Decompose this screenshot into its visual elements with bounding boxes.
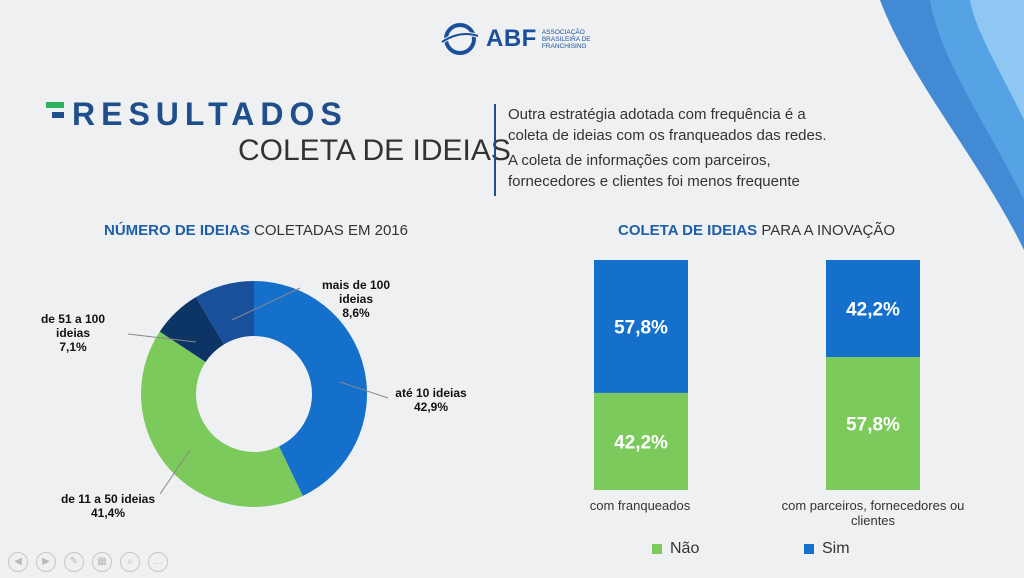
bar-value-label-0-1: 57,8% xyxy=(614,317,668,338)
slice-label-51-100: de 51 a 100 ideias 7,1% xyxy=(40,312,106,354)
bar-value-label-0-0: 42,2% xyxy=(614,432,668,453)
logo-subtitle: ASSOCIAÇÃO BRASILEIRA DE FRANCHISING xyxy=(541,28,591,50)
donut-slice-1 xyxy=(140,331,303,508)
heading-mark-icon xyxy=(46,102,64,118)
intro-paragraph-2: A coleta de informações com parceiros, f… xyxy=(508,152,800,190)
donut-slice-0 xyxy=(254,281,368,496)
donut-slice-2 xyxy=(159,297,225,363)
legend-swatch-nao xyxy=(652,544,662,554)
abf-logo: ABF ASSOCIAÇÃO BRASILEIRA DE FRANCHISING xyxy=(440,22,597,56)
bar-category-label-1: com franqueados xyxy=(589,498,691,513)
leader-line-1 xyxy=(127,333,197,343)
legend-item-nao: Não xyxy=(652,540,699,558)
legend-swatch-sim xyxy=(804,544,814,554)
intro-text: Outra estratégia adotada com frequência … xyxy=(494,104,838,196)
bar-0-não xyxy=(594,392,688,490)
pen-icon[interactable]: ✎ xyxy=(64,552,84,572)
stacked-bar-chart: 42,2% 57,8% 57,8% 42,2% xyxy=(594,260,920,490)
leader-line-3 xyxy=(159,449,191,495)
donut-chart xyxy=(127,281,389,508)
slice-label-mais-100: mais de 100 ideias 8,6% xyxy=(321,278,391,320)
slides-icon[interactable]: ▦ xyxy=(92,552,112,572)
slide-toolbar: ◀ ▶ ✎ ▦ ⌕ … xyxy=(8,552,168,572)
bar-1-não xyxy=(826,357,920,490)
leader-line-2 xyxy=(339,381,389,399)
leader-line-0 xyxy=(231,287,301,321)
donut-slice-3 xyxy=(195,281,254,345)
page-subtitle: COLETA DE IDEIAS xyxy=(238,134,511,167)
intro-paragraph-1: Outra estratégia adotada com frequência … xyxy=(508,106,827,144)
page-title: RESULTADOS xyxy=(72,96,348,132)
bar-category-label-2: com parceiros, fornecedores ou clientes xyxy=(781,498,965,528)
globe-icon xyxy=(440,23,479,55)
zoom-icon[interactable]: ⌕ xyxy=(120,552,140,572)
legend-item-sim: Sim xyxy=(804,540,850,558)
previous-slide-icon[interactable]: ◀ xyxy=(8,552,28,572)
legend-label-sim: Sim xyxy=(822,540,850,557)
slice-label-11-50: de 11 a 50 ideias 41,4% xyxy=(60,492,156,520)
logo-brand: ABF xyxy=(486,25,537,52)
bar-chart-title: COLETA DE IDEIAS PARA A INOVAÇÃO xyxy=(618,222,896,239)
bar-0-sim xyxy=(594,260,688,393)
bar-value-label-1-0: 57,8% xyxy=(846,415,900,436)
bar-1-sim xyxy=(826,260,920,358)
legend-label-nao: Não xyxy=(670,540,700,557)
next-slide-icon[interactable]: ▶ xyxy=(36,552,56,572)
donut-chart-title: NÚMERO DE IDEIAS COLETADAS EM 2016 xyxy=(104,222,408,239)
more-icon[interactable]: … xyxy=(148,552,168,572)
slice-label-ate-10: até 10 ideias 42,9% xyxy=(395,386,467,414)
bar-value-label-1-1: 42,2% xyxy=(846,300,900,321)
